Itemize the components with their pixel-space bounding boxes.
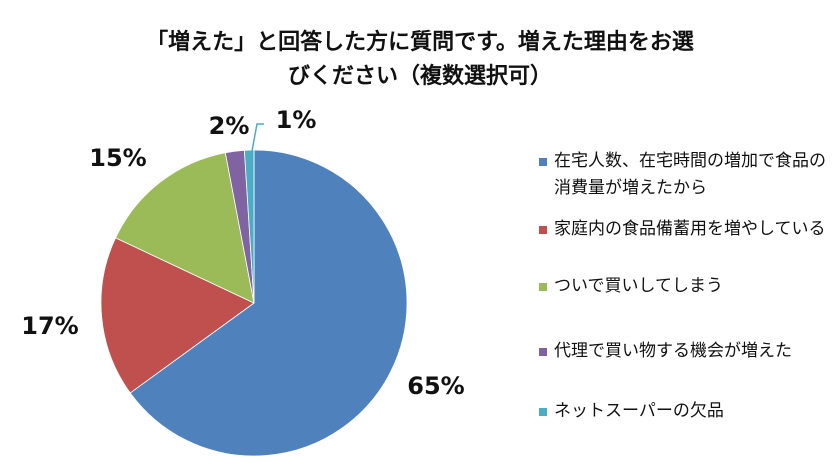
legend-label-impulse-buy: ついで買いしてしまう (554, 276, 723, 296)
chart-title-line-2: びください（複数選択可） (287, 64, 552, 89)
pie-slice-home-consumption (129, 149, 408, 457)
legend-swatch-impulse-buy (539, 283, 547, 291)
leader-line-net-supermarket (251, 123, 264, 152)
chart-title: 「増えた」と回答した方に質問です。増えた理由をお選 びください（複数選択可） (0, 26, 840, 94)
legend-label-proxy-shopping: 代理で買い物する機会が増えた (554, 341, 792, 361)
legend-swatch-net-supermarket (539, 408, 547, 416)
legend-swatch-proxy-shopping (539, 348, 547, 356)
data-label-home-consumption: 65% (407, 372, 464, 400)
legend-label-net-supermarket: ネットスーパーの欠品 (554, 401, 724, 421)
pie-slice-net-supermarket (243, 149, 255, 304)
data-label-net-supermarket: 1% (276, 106, 317, 134)
legend-item-proxy-shopping: 代理で買い物する機会が増えた (536, 338, 836, 365)
legend-label-stockpile: 家庭内の食品備蓄用を増やしている (554, 219, 826, 239)
legend-item-net-supermarket: ネットスーパーの欠品 (536, 398, 836, 425)
legend-swatch-home-consumption (539, 158, 547, 166)
pie-slice-impulse-buy (115, 152, 255, 304)
legend-swatch-stockpile (539, 226, 547, 234)
data-label-impulse-buy: 15% (89, 144, 146, 172)
legend-item-home-consumption: 在宅人数、在宅時間の増加で食品の消費量が増えたから (536, 148, 836, 202)
legend-label-home-consumption: 在宅人数、在宅時間の増加で食品の消費量が増えたから (554, 151, 826, 198)
data-label-stockpile: 17% (21, 312, 78, 340)
pie-slice-stockpile (100, 237, 255, 394)
chart-title-line-1: 「増えた」と回答した方に質問です。増えた理由をお選 (146, 30, 694, 55)
legend-item-impulse-buy: ついで買いしてしまう (536, 273, 836, 300)
data-label-proxy-shopping: 2% (209, 112, 250, 140)
legend-item-stockpile: 家庭内の食品備蓄用を増やしている (536, 216, 836, 243)
